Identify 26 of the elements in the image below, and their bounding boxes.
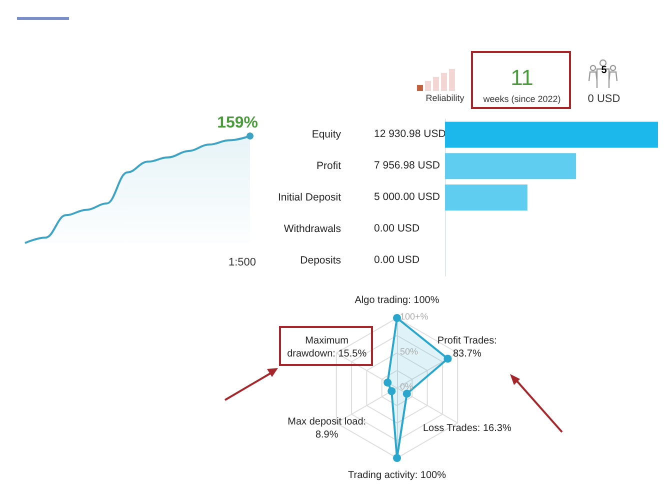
data-label: 7 956.98 USD xyxy=(374,160,440,172)
y-tick-label: 100+% xyxy=(400,312,428,322)
text: 159% xyxy=(217,114,258,132)
data-label: 5 000.00 USD xyxy=(374,191,440,203)
y-tick-label: 0% xyxy=(400,382,414,392)
text: 11 xyxy=(510,65,534,91)
spoke-label: Loss Trades: 16.3% xyxy=(422,423,512,434)
y-tick-label: Withdrawals xyxy=(284,222,341,235)
y-tick-label: Deposits xyxy=(300,254,341,266)
data-label: 0.00 USD xyxy=(374,254,420,266)
text: weeks (since 2022) xyxy=(482,94,562,104)
text: 1:500 xyxy=(228,256,256,268)
spoke-label: Profit Trades: 83.7% xyxy=(437,336,497,360)
y-tick-label: Initial Deposit xyxy=(278,192,342,204)
data-label: 0.00 USD xyxy=(374,222,420,234)
y-tick-label: 50% xyxy=(400,346,418,356)
data-label: 12 930.98 USD xyxy=(374,128,446,140)
spoke-label: Max deposit load: 8.9% xyxy=(288,416,366,440)
spoke-label: Maximum drawdown: 15.5% xyxy=(287,336,367,360)
spoke-label: Algo trading: 100% xyxy=(354,295,440,306)
y-tick-label: Profit xyxy=(316,160,342,172)
spoke-label: Trading activity: 100% xyxy=(348,470,446,481)
text: Reliability xyxy=(424,93,466,103)
text: 5 xyxy=(600,65,608,76)
text: 0 USD xyxy=(586,93,622,105)
y-tick-label: Equity xyxy=(312,128,342,141)
